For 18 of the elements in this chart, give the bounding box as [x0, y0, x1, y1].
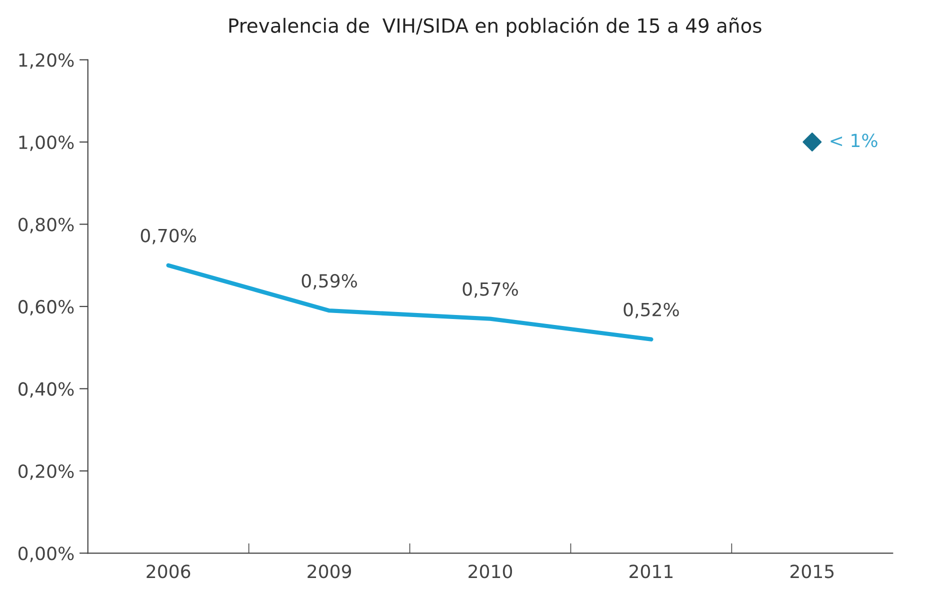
x-tick-label: 2010	[468, 564, 512, 578]
y-tick-label: 1,20%	[19, 53, 74, 69]
y-tick-label: 0,00%	[18, 546, 74, 562]
x-tick-label: 2009	[308, 564, 352, 578]
y-tick-label: 0,80%	[18, 218, 74, 234]
data-label: 0,57%	[462, 282, 518, 298]
y-tick-label: 1,00%	[19, 135, 74, 151]
data-label: 0,70%	[140, 228, 196, 244]
data-label: 0,52%	[624, 302, 679, 318]
x-tick-label: 2006	[146, 564, 190, 578]
y-tick-label: 0,60%	[18, 300, 74, 316]
x-tick-label: 2011	[630, 564, 673, 578]
y-tick-label: 0,20%	[18, 464, 74, 480]
data-label: < 1%	[830, 134, 878, 148]
chart-title: Prevalencia de VIH/SIDA en población de 15 a 49 años	[229, 17, 762, 37]
y-tick-label: 0,40%	[18, 382, 74, 398]
data-label: 0,59%	[302, 274, 357, 290]
x-tick-label: 2015	[790, 564, 834, 578]
